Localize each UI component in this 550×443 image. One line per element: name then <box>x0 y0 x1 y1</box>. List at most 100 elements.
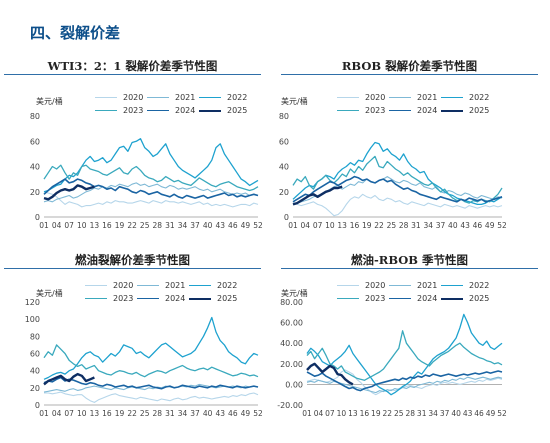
y-tick-label: 0.00 <box>285 380 303 389</box>
x-tick-label: 04 <box>314 409 324 418</box>
x-tick-label: 19 <box>371 409 381 418</box>
x-tick-label: 43 <box>215 409 225 418</box>
x-tick-label: 49 <box>485 221 495 230</box>
legend-label: 2021 <box>417 281 438 290</box>
legend-item-2024: 2024 <box>389 294 437 303</box>
x-tick-label: 52 <box>497 221 507 230</box>
series-line-2022 <box>292 141 503 206</box>
legend-label: 2021 <box>165 281 186 290</box>
legend-swatch <box>147 97 169 98</box>
legend-swatch <box>337 97 359 98</box>
legend-item-2022: 2022 <box>441 93 489 102</box>
legend-swatch <box>95 97 117 98</box>
x-tick-label: 40 <box>203 409 213 418</box>
x-tick-label: 19 <box>115 409 125 418</box>
legend-item-2022: 2022 <box>441 281 489 290</box>
title-rule <box>281 268 538 269</box>
legend-label: 2022 <box>469 93 490 102</box>
x-tick-label: 28 <box>399 221 409 230</box>
x-tick-label: 40 <box>448 221 458 230</box>
x-tick-label: 22 <box>374 221 384 230</box>
x-tick-label: 16 <box>350 221 360 230</box>
series-line-2024 <box>43 376 259 390</box>
series-line-2021 <box>43 383 259 393</box>
x-tick-label: 10 <box>77 221 87 230</box>
y-tick-label: 40 <box>279 163 289 172</box>
y-tick-label: 0 <box>284 213 289 222</box>
x-tick-label: 01 <box>39 409 49 418</box>
legend-swatch <box>389 110 411 111</box>
x-tick-label: 10 <box>77 409 87 418</box>
x-tick-label: 25 <box>140 409 150 418</box>
x-tick-label: 37 <box>436 221 446 230</box>
x-tick-label: 40 <box>451 409 461 418</box>
legend-item-2020: 2020 <box>337 93 385 102</box>
legend-item-2024: 2024 <box>147 106 195 115</box>
x-tick-label: 43 <box>215 221 225 230</box>
x-tick-label: 10 <box>325 221 335 230</box>
title-rule <box>4 268 261 269</box>
series-line-2024 <box>306 370 503 392</box>
x-tick-label: 46 <box>474 409 484 418</box>
legend-swatch <box>137 298 159 299</box>
x-tick-label: 25 <box>387 221 397 230</box>
x-tick-label: 49 <box>241 221 251 230</box>
legend-label: 2020 <box>365 93 386 102</box>
y-tick-label: 0 <box>35 213 40 222</box>
legend-swatch <box>137 285 159 286</box>
legend-label: 2024 <box>417 106 438 115</box>
x-tick-label: 22 <box>127 409 137 418</box>
x-tick-label: 25 <box>394 409 404 418</box>
legend-label: 2025 <box>469 294 490 303</box>
y-tick-label: 40 <box>30 163 40 172</box>
unit-label: 美元/桶 <box>281 289 308 298</box>
x-tick-label: 31 <box>165 221 175 230</box>
legend-label: 2024 <box>165 294 186 303</box>
legend-item-2024: 2024 <box>137 294 185 303</box>
legend-swatch <box>389 298 411 299</box>
x-tick-label: 01 <box>288 221 298 230</box>
chart-title: 燃油-RBOB 季节性图 <box>350 253 468 267</box>
legend-label: 2025 <box>227 106 248 115</box>
y-tick-label: 80.00 <box>280 298 303 307</box>
x-tick-label: 04 <box>52 221 62 230</box>
x-tick-label: 22 <box>383 409 393 418</box>
x-tick-label: 40 <box>203 221 213 230</box>
y-tick-label: 60 <box>30 137 40 146</box>
legend-swatch <box>189 297 211 300</box>
y-tick-label: 60.00 <box>280 319 303 328</box>
legend-label: 2023 <box>365 106 386 115</box>
x-tick-label: 52 <box>253 409 263 418</box>
series-line-2021 <box>292 176 503 205</box>
legend-label: 2020 <box>113 281 134 290</box>
x-tick-label: 34 <box>178 221 188 230</box>
y-tick-label: 60 <box>279 137 289 146</box>
series-line-2025 <box>43 372 95 386</box>
chart-svg: 0 20 40 60 80 100 120 01 04 07 10 13 16 19 22 25 28 31 34 3… <box>25 298 263 418</box>
x-tick-label: 19 <box>115 221 125 230</box>
series-line-2022 <box>306 313 503 396</box>
legend-label: 2022 <box>469 281 490 290</box>
legend-label: 2024 <box>175 106 196 115</box>
legend-item-2020: 2020 <box>95 93 143 102</box>
legend-item-2021: 2021 <box>389 93 437 102</box>
x-tick-label: 25 <box>140 221 150 230</box>
y-tick-label: 100 <box>25 315 40 324</box>
x-tick-label: 13 <box>348 409 358 418</box>
y-tick-label: 120 <box>25 298 40 307</box>
title-rule <box>4 74 261 75</box>
legend-swatch <box>95 110 117 111</box>
legend-label: 2022 <box>217 281 238 290</box>
legend-item-2022: 2022 <box>189 281 237 290</box>
legend-swatch <box>441 109 463 112</box>
legend-item-2022: 2022 <box>199 93 247 102</box>
legend-item-2024: 2024 <box>389 106 437 115</box>
legend-label: 2024 <box>417 294 438 303</box>
x-tick-label: 34 <box>423 221 433 230</box>
x-tick-label: 46 <box>473 221 483 230</box>
x-tick-label: 28 <box>153 409 163 418</box>
chart-panel-wti321: WTI3：2：1 裂解价差季节性图 美元/桶 2020 2021 2022 2023 2… <box>0 58 265 236</box>
x-tick-label: 01 <box>39 221 49 230</box>
